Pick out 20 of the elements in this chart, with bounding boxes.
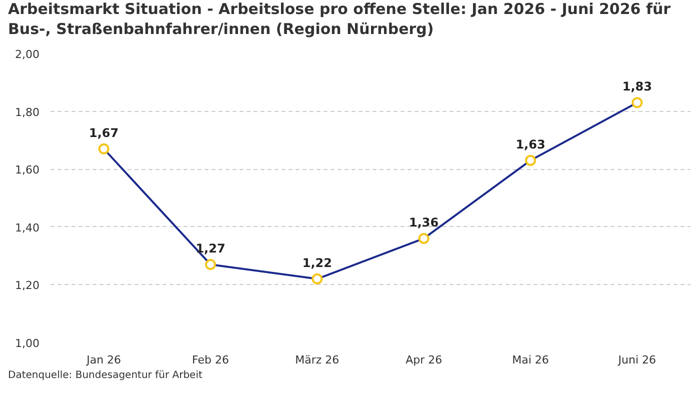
text: 1,36 [409,215,439,230]
chart-title: Arbeitsmarkt Situation - Arbeitslose pro offene Stelle: Jan 2026 - Juni 2026 für Bus-, Straßenbahnfahrer/innen (Region Nürnberg) [8,0,672,39]
y-tick-label: 2,00 [15,48,40,61]
text: 1,67 [89,126,119,140]
y-tick-label: 1,00 [15,337,40,350]
y-tick-label: 1,60 [15,164,40,177]
text: 1,22 [302,256,332,270]
text: 1,63 [516,137,546,152]
x-tick-label: Jan 26 [86,354,122,366]
x-tick-label: Apr 26 [406,354,442,366]
x-tick-label: Feb 26 [192,354,229,366]
text: 1,83 [622,80,652,94]
text: 1,27 [196,241,226,256]
y-tick-label: 1,80 [15,106,40,119]
x-tick-label: Juni 26 [617,354,656,366]
x-tick-label: März 26 [295,354,340,366]
text: Datenquelle: Bundesagentur für Arbeit [8,369,202,383]
y-tick-label: 1,40 [15,221,40,234]
x-tick-label: Mai 26 [512,354,549,366]
y-tick-label: 1,20 [15,279,40,292]
